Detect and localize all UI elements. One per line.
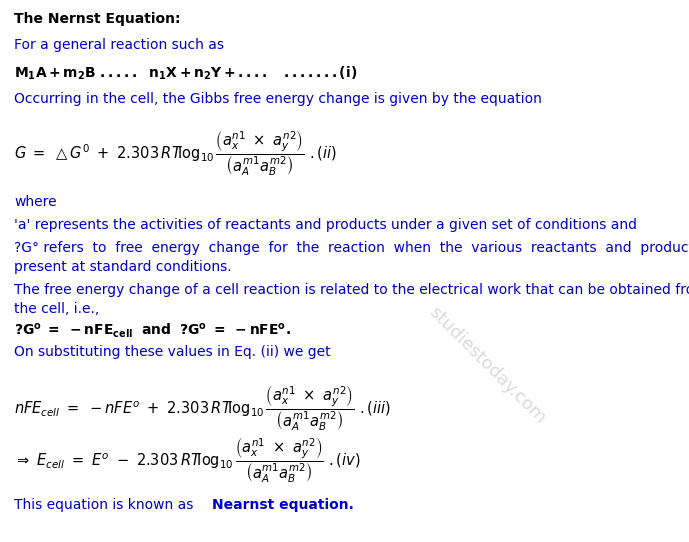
Text: $nFE_{cell}\ =\ -nFE^{o}\ +\ 2.303\,RT\!\log_{10}\dfrac{\left(a_{x}^{n1}\ \times: $nFE_{cell}\ =\ -nFE^{o}\ +\ 2.303\,RT\!…	[14, 383, 391, 433]
Text: Nearnst equation.: Nearnst equation.	[212, 498, 354, 512]
Text: the cell, i.e.,: the cell, i.e.,	[14, 302, 99, 316]
Text: $\mathbf{?G^{o}\ =\ -nFE_{cell}\ \ and\ \ ?G^{o}\ =\ -nFE^{o}.}$: $\mathbf{?G^{o}\ =\ -nFE_{cell}\ \ and\ …	[14, 322, 291, 340]
Text: present at standard conditions.: present at standard conditions.	[14, 260, 232, 274]
Text: The Nernst Equation:: The Nernst Equation:	[14, 12, 181, 26]
Text: $\Rightarrow\ E_{cell}\ =\ E^{o}\ -\ 2.303\,RT\!\log_{10}\dfrac{\left(a_{x}^{n1}: $\Rightarrow\ E_{cell}\ =\ E^{o}\ -\ 2.3…	[14, 435, 361, 485]
Text: studiestoday.com: studiestoday.com	[424, 304, 548, 428]
Text: This equation is known as: This equation is known as	[14, 498, 198, 512]
Text: For a general reaction such as: For a general reaction such as	[14, 38, 224, 52]
Text: The free energy change of a cell reaction is related to the electrical work that: The free energy change of a cell reactio…	[14, 283, 689, 297]
Text: $\mathbf{M_1A + m_2B\ .....\ \ n_1X + n_2Y + ....\ \ \ .......(i)}$: $\mathbf{M_1A + m_2B\ .....\ \ n_1X + n_…	[14, 65, 357, 82]
Text: ?G° refers  to  free  energy  change  for  the  reaction  when  the  various  re: ?G° refers to free energy change for the…	[14, 241, 689, 255]
Text: where: where	[14, 195, 56, 209]
Text: $G\ =\ \triangle G^{0}\ +\ 2.303\,RT\!\log_{10}\dfrac{\left(a_{x}^{n1}\ \times\ : $G\ =\ \triangle G^{0}\ +\ 2.303\,RT\!\l…	[14, 128, 337, 178]
Text: Occurring in the cell, the Gibbs free energy change is given by the equation: Occurring in the cell, the Gibbs free en…	[14, 92, 542, 106]
Text: 'a' represents the activities of reactants and products under a given set of con: 'a' represents the activities of reactan…	[14, 218, 637, 232]
Text: On substituting these values in Eq. (ii) we get: On substituting these values in Eq. (ii)…	[14, 345, 331, 359]
